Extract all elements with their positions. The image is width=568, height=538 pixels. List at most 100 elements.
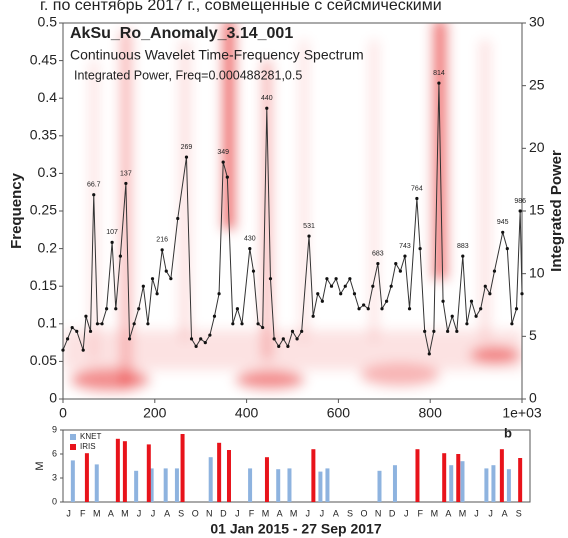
point: [137, 307, 141, 311]
point: [307, 234, 311, 238]
plot-frame: [62, 429, 531, 503]
bar: [174, 468, 179, 502]
y2-axis-label: Integrated Power: [548, 150, 565, 272]
bar: [287, 468, 292, 502]
point: [300, 329, 304, 333]
y-tick-label: 0.25: [30, 202, 57, 218]
bar: [491, 465, 496, 502]
bar: [460, 461, 465, 502]
point: [189, 337, 194, 341]
bar: [311, 449, 316, 502]
bar: [442, 453, 447, 502]
point: [441, 299, 445, 303]
bar: [146, 444, 151, 502]
point: [389, 284, 393, 288]
point: [432, 329, 436, 333]
point: [265, 106, 269, 110]
x-tick-label: A: [164, 508, 170, 518]
point: [272, 337, 276, 341]
x-tick-label: J: [66, 508, 71, 518]
point: [316, 292, 320, 296]
point: [488, 292, 492, 296]
point: [352, 292, 357, 296]
point: [505, 247, 509, 251]
point: [110, 240, 114, 244]
point: [380, 307, 384, 311]
legend-swatch: [70, 434, 76, 440]
bar: [318, 471, 323, 502]
point: [366, 307, 370, 311]
chart-title: AkSu_Ro_Anomaly_3.14_001: [70, 25, 293, 42]
legend-label: IRIS: [80, 442, 96, 451]
point: [194, 344, 198, 348]
point-label: 531: [303, 223, 315, 230]
y-tick-label: 0.5: [38, 14, 58, 30]
x-tick-label: M: [121, 508, 129, 518]
y-tick-label: 0.2: [38, 239, 58, 255]
y-tick-label: 0.15: [30, 277, 57, 293]
point: [514, 307, 519, 311]
point: [114, 307, 118, 311]
y2-tick-label: 0: [529, 390, 537, 406]
x-tick-label: F: [80, 508, 86, 518]
point: [415, 196, 419, 201]
point: [124, 181, 128, 186]
point: [325, 277, 329, 281]
point: [398, 269, 402, 273]
x-tick-label: J: [137, 508, 142, 518]
point: [199, 337, 203, 341]
x-tick-label: M: [459, 508, 467, 518]
x-tick-label: N: [375, 508, 382, 518]
panel-label: b: [504, 425, 512, 440]
bar: [264, 457, 269, 502]
point: [100, 322, 104, 326]
point: [160, 248, 164, 252]
x-tick-label: D: [220, 508, 227, 518]
point: [248, 247, 252, 251]
point: [465, 322, 469, 326]
point: [81, 348, 85, 352]
point: [474, 314, 478, 318]
bar: [415, 449, 420, 502]
point-label: 683: [372, 250, 384, 257]
x-tick-label: J: [306, 508, 311, 518]
bar: [325, 468, 330, 502]
point: [281, 337, 285, 341]
point: [65, 337, 70, 341]
x-tick-label: 200: [143, 405, 167, 421]
point-label: 216: [156, 237, 168, 244]
point: [501, 230, 505, 234]
point: [150, 277, 155, 281]
point: [75, 329, 79, 333]
point: [423, 329, 427, 333]
y-tick-label: 0.1: [38, 315, 58, 331]
y-tick-label: 3: [52, 472, 57, 482]
y-tick-label: 0: [52, 496, 57, 506]
y2-tick-label: 25: [529, 76, 545, 92]
point: [455, 329, 459, 333]
legend-swatch: [70, 444, 76, 450]
point: [339, 292, 343, 296]
point: [492, 269, 497, 273]
point-label: 430: [244, 235, 256, 242]
point: [141, 284, 145, 288]
point: [286, 344, 290, 348]
x-tick-label: N: [206, 508, 213, 518]
point: [105, 307, 109, 311]
point: [483, 284, 487, 288]
y-tick-label: 0.35: [30, 127, 57, 143]
point-label: 107: [106, 229, 118, 236]
point-label: 883: [457, 243, 469, 250]
x-tick-label: 0: [59, 405, 67, 421]
x-tick-label: J: [404, 508, 409, 518]
point: [164, 269, 168, 273]
point: [437, 81, 441, 85]
point: [394, 262, 398, 266]
point: [343, 284, 347, 288]
x-tick-label: J: [474, 508, 479, 518]
caption: г. по сентябрь 2017 г., совмещенные с се…: [40, 0, 442, 14]
bar: [134, 470, 139, 502]
y-tick-label: 0.4: [38, 89, 58, 105]
y-tick-label: 6: [52, 448, 57, 458]
